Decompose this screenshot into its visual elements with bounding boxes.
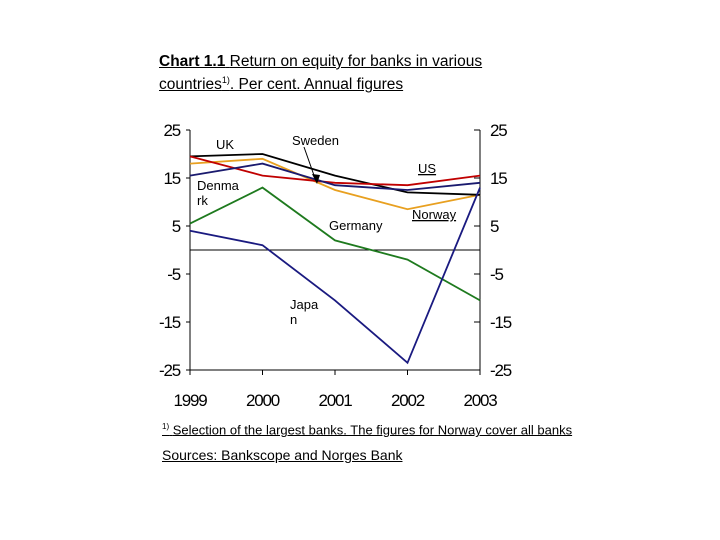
series-line-germany (189, 186, 481, 302)
series-line-sweden (189, 153, 481, 196)
y-tick-label-left: -25 (159, 361, 181, 380)
y-tick-label-right: -15 (490, 313, 512, 332)
chart-lines (189, 146, 481, 365)
chart-number: Chart 1.1 (159, 53, 226, 70)
series-label-denmark: Denma (197, 178, 240, 193)
series-label-us: US (418, 161, 436, 176)
chart-title-suffix: . Per cent. Annual figures (229, 76, 404, 94)
chart-title: Chart 1.1 Return on equity for banks in … (159, 52, 489, 94)
y-tick-label-right: 5 (490, 217, 499, 236)
y-tick-label-left: 15 (163, 169, 180, 188)
x-tick-label: 2002 (391, 391, 425, 410)
y-tick-label-right: 25 (490, 121, 507, 140)
series-line-uk (189, 157, 481, 211)
series-label-japan: Japa (290, 297, 319, 312)
y-tick-label-right: 15 (490, 169, 507, 188)
series-label-japan: n (290, 312, 297, 327)
chart-axes (186, 129, 481, 375)
y-tick-label-left: 5 (172, 217, 181, 236)
y-tick-label-right: -5 (490, 265, 503, 284)
series-line-japan (189, 187, 481, 365)
chart-tick-labels: 25 15 5 -5 -15 -25 25 15 5 -5 -15 -25 1999 2000 2001 20… (159, 121, 513, 410)
sources: Sources: Bankscope and Norges Bank (162, 447, 403, 463)
series-line-us (189, 155, 481, 187)
series-label-norway: Norway (412, 207, 457, 222)
series-line-denmark (189, 162, 481, 191)
x-tick-label: 2000 (246, 391, 280, 410)
y-tick-label-left: -5 (167, 265, 180, 284)
chart-title-text: Return on equity for banks in various co… (159, 53, 483, 94)
series-label-denmark: rk (197, 193, 208, 208)
title-note-marker: 1) (221, 75, 230, 85)
sweden-pointer-arrowhead (312, 174, 320, 184)
y-tick-label-right: -25 (490, 361, 512, 380)
footnote-text: Selection of the largest banks. The figu… (172, 422, 573, 438)
x-tick-label: 2003 (463, 391, 497, 410)
x-tick-label: 2001 (318, 391, 352, 410)
footnote-marker: 1) (162, 422, 170, 431)
series-label-sweden: Sweden (292, 133, 339, 148)
series-label-germany: Germany (329, 218, 383, 233)
y-tick-label-left: -15 (159, 313, 181, 332)
x-tick-label: 1999 (173, 391, 207, 410)
series-label-uk: UK (216, 137, 234, 152)
footnote: 1) Selection of the largest banks. The f… (162, 422, 572, 437)
y-tick-label-left: 25 (163, 121, 180, 140)
